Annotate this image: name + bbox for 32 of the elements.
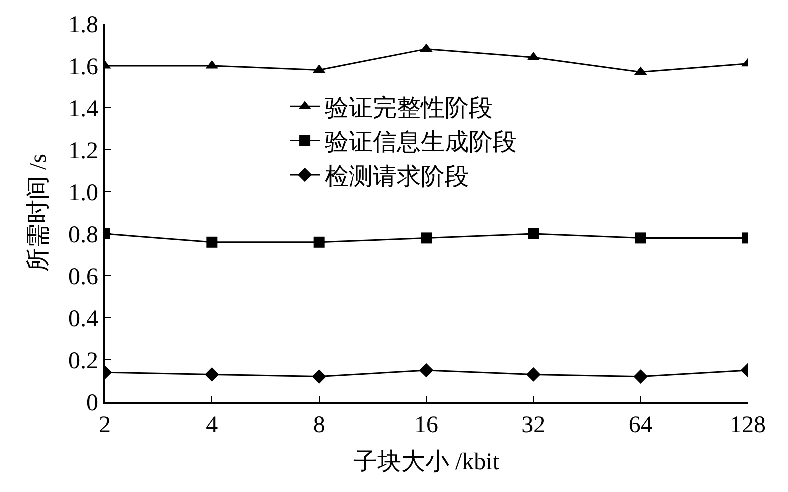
y-tick-label: 1.0 <box>68 180 98 206</box>
x-tick-label: 64 <box>628 412 653 439</box>
point <box>421 232 432 244</box>
point <box>634 370 648 384</box>
point <box>526 368 541 382</box>
legend-label: 验证信息生成阶段 <box>325 130 518 156</box>
x-axis-title: 子块大小 /kbit <box>353 449 500 476</box>
y-axis-title: 所需时间 /s <box>26 154 52 272</box>
y-tick-label: 0.6 <box>68 264 98 290</box>
y-tick-label: 0.4 <box>68 306 98 332</box>
point <box>205 368 220 382</box>
x-tick-label: 32 <box>522 412 546 439</box>
y-tick-label: 1.6 <box>68 54 98 80</box>
x-tick-label: 16 <box>414 412 438 439</box>
point <box>419 363 434 378</box>
point <box>528 228 540 240</box>
y-tick-label: 1.4 <box>68 96 98 122</box>
x-tick-label: 8 <box>313 412 326 439</box>
legend-label: 验证完整性阶段 <box>325 94 494 122</box>
point <box>635 232 646 244</box>
y-tick-label: 0.8 <box>68 222 98 248</box>
x-tick-label: 2 <box>99 412 111 439</box>
y-tick-label: 0.2 <box>68 348 98 374</box>
point <box>314 236 325 248</box>
y-tick-label: 0 <box>86 390 98 416</box>
point <box>206 236 218 248</box>
y-tick-label: 1.2 <box>68 138 98 164</box>
legend-label: 检测请求阶段 <box>325 164 470 190</box>
point <box>312 370 326 384</box>
y-tick-label: 1.8 <box>68 12 98 38</box>
x-tick-label: 128 <box>730 412 766 439</box>
x-tick-label: 4 <box>206 412 218 439</box>
